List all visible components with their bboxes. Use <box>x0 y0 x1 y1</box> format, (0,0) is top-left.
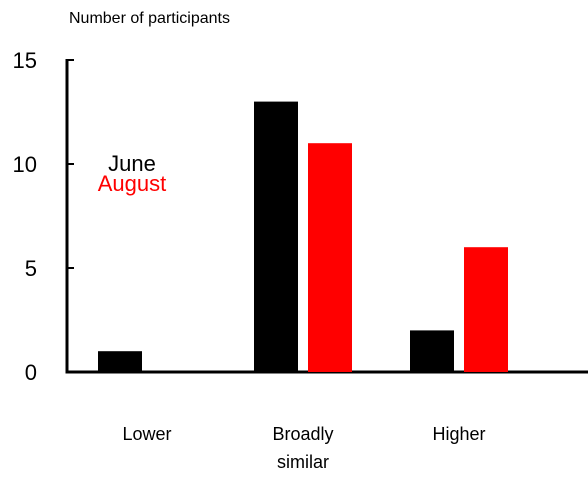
bar-june-0 <box>98 351 142 372</box>
bar-june-1 <box>254 101 298 372</box>
y-axis-label: Number of participants <box>69 10 230 27</box>
y-ticks: 0 5 10 15 <box>13 48 74 385</box>
x-tick-label: Broadly similar <box>272 424 333 472</box>
x-tick-labels: Lower Broadly similar Higher <box>122 424 485 472</box>
y-tick-label: 5 <box>25 256 37 281</box>
bar-june-2 <box>410 330 454 372</box>
legend-august: August <box>98 171 167 196</box>
bars <box>98 101 508 372</box>
y-tick-label: 10 <box>13 152 37 177</box>
bar-august-1 <box>308 143 352 372</box>
x-tick-label: Lower <box>122 424 171 444</box>
y-tick-label: 15 <box>13 48 37 73</box>
x-tick-label: Higher <box>432 424 485 444</box>
bar-august-2 <box>464 247 508 372</box>
legend-june: June <box>108 151 156 176</box>
y-tick-label: 0 <box>25 360 37 385</box>
